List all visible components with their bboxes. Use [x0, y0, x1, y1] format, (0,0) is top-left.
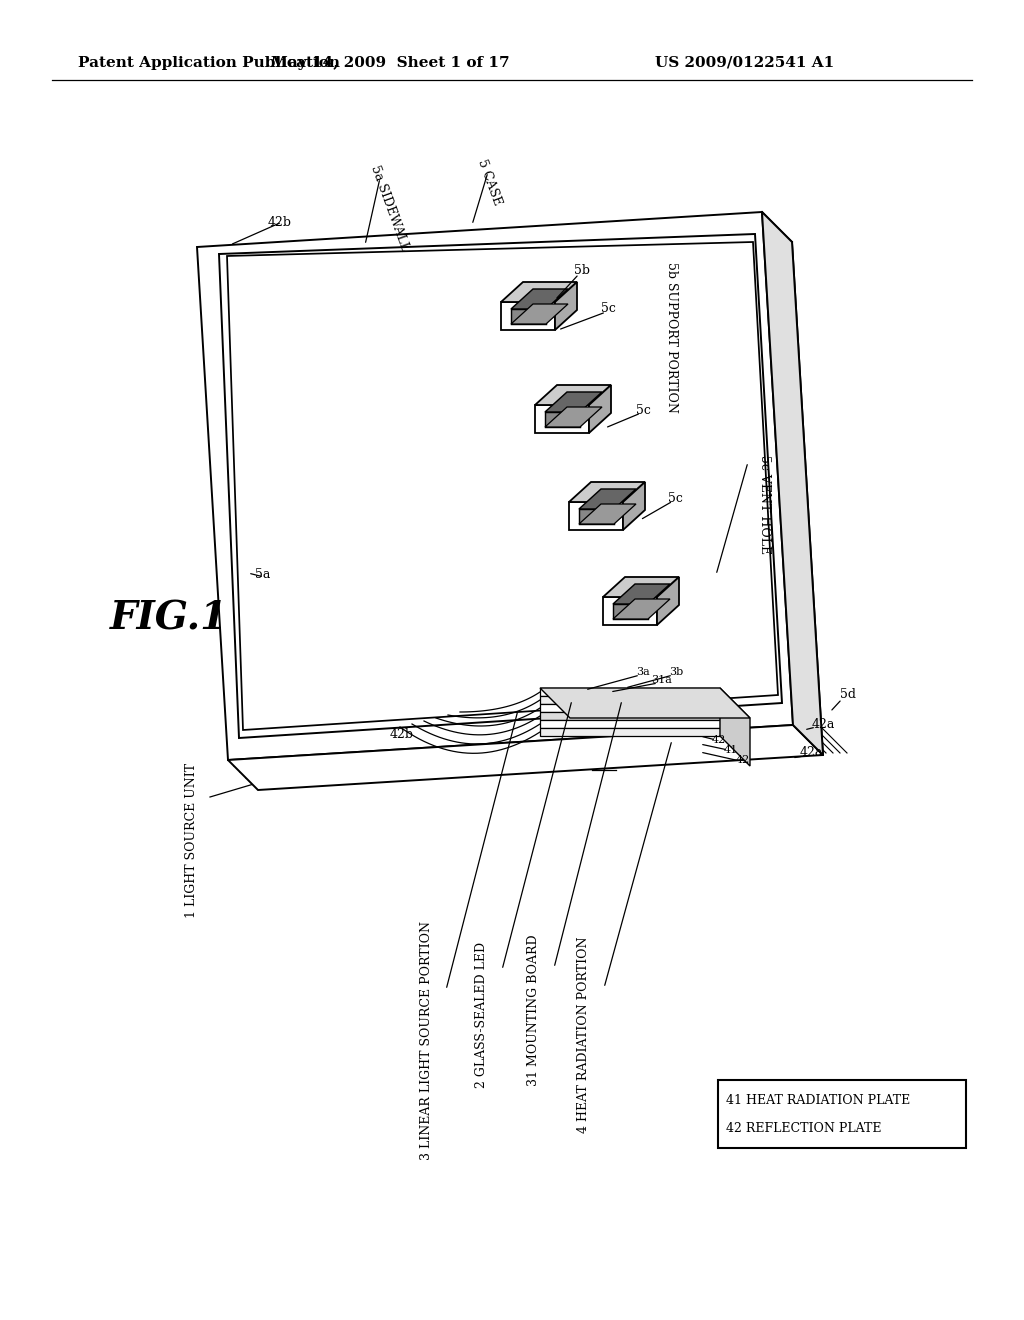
Polygon shape	[540, 688, 750, 718]
Text: 5c: 5c	[601, 301, 615, 314]
Text: US 2009/0122541 A1: US 2009/0122541 A1	[655, 55, 835, 70]
Polygon shape	[569, 482, 645, 502]
Text: 42a: 42a	[812, 718, 836, 730]
Text: 42 REFLECTION PLATE: 42 REFLECTION PLATE	[726, 1122, 882, 1134]
Polygon shape	[720, 688, 750, 766]
Text: 42b: 42b	[390, 729, 414, 742]
Text: 5a: 5a	[255, 569, 270, 582]
Text: 42: 42	[736, 755, 751, 766]
Polygon shape	[579, 504, 636, 524]
Text: Patent Application Publication: Patent Application Publication	[78, 55, 340, 70]
Text: 5b: 5b	[574, 264, 590, 276]
Polygon shape	[540, 711, 720, 719]
Polygon shape	[219, 234, 782, 738]
Polygon shape	[579, 510, 614, 524]
Text: 5c: 5c	[668, 491, 683, 504]
FancyBboxPatch shape	[718, 1080, 966, 1148]
Polygon shape	[603, 597, 657, 624]
Text: 5a SIDEWALL: 5a SIDEWALL	[368, 164, 411, 252]
Text: 42b: 42b	[268, 215, 292, 228]
Polygon shape	[501, 282, 577, 302]
Text: 3a: 3a	[636, 667, 650, 677]
Polygon shape	[540, 719, 720, 729]
Polygon shape	[613, 583, 670, 605]
Text: 5 CASE: 5 CASE	[475, 157, 504, 207]
Polygon shape	[535, 405, 589, 433]
Polygon shape	[511, 289, 568, 309]
Text: 5c VENT HOLE: 5c VENT HOLE	[758, 455, 771, 554]
Text: FIG.1: FIG.1	[110, 599, 228, 638]
Text: 4 HEAT RADIATION PORTION: 4 HEAT RADIATION PORTION	[577, 937, 590, 1134]
Polygon shape	[540, 729, 720, 737]
Text: 42a: 42a	[800, 747, 823, 759]
Text: 41: 41	[724, 744, 738, 755]
Polygon shape	[540, 696, 720, 704]
Polygon shape	[227, 242, 778, 730]
Text: 31 MOUNTING BOARD: 31 MOUNTING BOARD	[527, 935, 540, 1086]
Polygon shape	[623, 482, 645, 531]
Text: 3 LINEAR LIGHT SOURCE PORTION: 3 LINEAR LIGHT SOURCE PORTION	[420, 920, 433, 1159]
Polygon shape	[545, 392, 602, 412]
Text: 42: 42	[712, 735, 726, 744]
Text: 41 HEAT RADIATION PLATE: 41 HEAT RADIATION PLATE	[726, 1093, 910, 1106]
Text: 5b SUPPORT PORTION: 5b SUPPORT PORTION	[665, 261, 678, 413]
Polygon shape	[545, 412, 580, 426]
Text: 5c: 5c	[636, 404, 651, 417]
Text: 2 GLASS-SEALED LED: 2 GLASS-SEALED LED	[475, 942, 488, 1088]
Polygon shape	[540, 688, 720, 696]
Text: 31a: 31a	[651, 675, 672, 685]
Polygon shape	[511, 309, 546, 323]
Text: 3b: 3b	[669, 667, 683, 677]
Polygon shape	[762, 213, 823, 755]
Polygon shape	[579, 488, 636, 510]
Polygon shape	[540, 704, 720, 711]
Polygon shape	[589, 385, 611, 433]
Polygon shape	[197, 213, 793, 760]
Polygon shape	[569, 502, 623, 531]
Polygon shape	[535, 385, 611, 405]
Polygon shape	[657, 577, 679, 624]
Polygon shape	[613, 605, 648, 619]
Text: 5d: 5d	[840, 689, 856, 701]
Text: May 14, 2009  Sheet 1 of 17: May 14, 2009 Sheet 1 of 17	[270, 55, 509, 70]
Polygon shape	[555, 282, 577, 330]
Polygon shape	[501, 302, 555, 330]
Polygon shape	[603, 577, 679, 597]
Polygon shape	[545, 407, 602, 426]
Polygon shape	[228, 725, 823, 789]
Polygon shape	[511, 304, 568, 323]
Text: 1 LIGHT SOURCE UNIT: 1 LIGHT SOURCE UNIT	[185, 763, 198, 917]
Polygon shape	[613, 599, 670, 619]
